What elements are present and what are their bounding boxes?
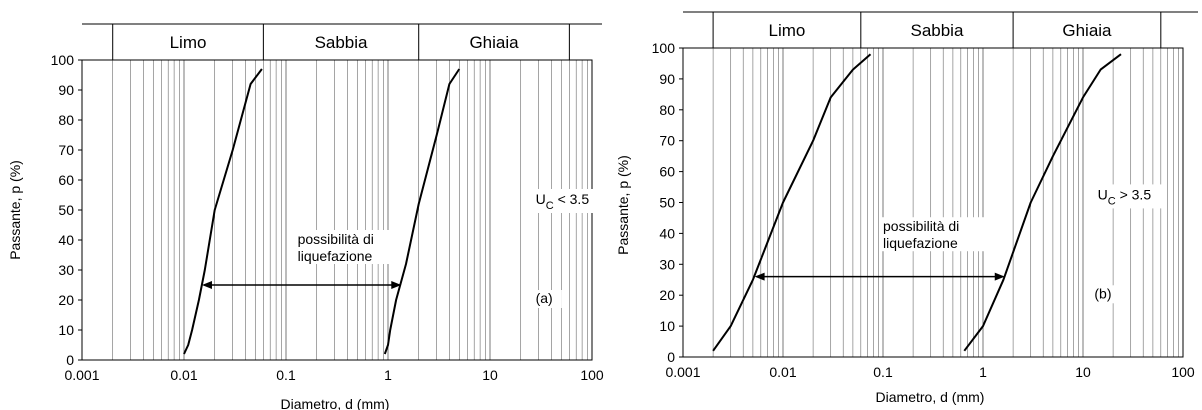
- soil-class-header: Limo Sabbia Ghiaia: [683, 11, 1198, 48]
- grading-curve-2: [963, 53, 1122, 352]
- x-tick-label: 0.1: [276, 367, 296, 383]
- y-axis-title: Passante, p (%): [7, 160, 23, 260]
- x-axis-title: Diametro, d (mm): [281, 396, 390, 410]
- y-tick-label: 0: [667, 349, 675, 365]
- y-axis-title: Passante, p (%): [615, 155, 631, 255]
- y-tick-label: 60: [659, 164, 675, 180]
- label-backing: [1092, 285, 1121, 304]
- y-tick-label: 30: [659, 256, 675, 272]
- panel-label: (b): [1092, 285, 1121, 304]
- y-tick-label: 70: [659, 133, 675, 149]
- label-backing: [1094, 184, 1165, 209]
- grading-curve-1: [712, 53, 872, 352]
- label-backing: [533, 290, 562, 308]
- x-tick-label: 0.001: [64, 367, 99, 383]
- uc-subscript: C: [1108, 195, 1116, 207]
- y-tick-label: 20: [659, 287, 675, 303]
- y-tick-label: 50: [659, 195, 675, 211]
- liquefaction-range-arrow: [201, 281, 402, 289]
- y-tick-label: 100: [51, 52, 75, 68]
- liquefaction-label-line: liquefazione: [883, 235, 958, 251]
- y-tick-label: 30: [58, 262, 74, 278]
- arrow-head-left: [201, 281, 212, 289]
- x-tick-label: 10: [482, 367, 498, 383]
- panel-label-text: (b): [1094, 285, 1111, 301]
- uc-subscript: C: [546, 200, 554, 212]
- uc-symbol: U: [1098, 186, 1108, 202]
- x-tick-label: 10: [1075, 364, 1091, 380]
- label-backing: [881, 217, 985, 252]
- band-label-ghiaia: Ghiaia: [469, 33, 519, 52]
- liquefaction-label-line: possibilità di: [298, 231, 374, 247]
- band-label-sabbia: Sabbia: [315, 33, 368, 52]
- y-tick-label: 90: [58, 82, 74, 98]
- uniformity-coefficient-label: UC < 3.5: [532, 189, 603, 213]
- uc-text: UC > 3.5: [1098, 186, 1152, 207]
- plot-frame: [81, 59, 593, 361]
- y-tick-label: 80: [659, 102, 675, 118]
- y-tick-label: 40: [659, 225, 675, 241]
- chart-b: Limo Sabbia Ghiaia 0 10 20 30 40 50 60 70 80 90 100 0.…: [615, 11, 1198, 405]
- soil-class-header: Limo Sabbia Ghiaia: [82, 23, 602, 60]
- band-label-limo: Limo: [769, 21, 806, 40]
- uc-condition: < 3.5: [554, 191, 590, 207]
- panel-label: (a): [533, 290, 562, 308]
- liquefaction-label-line: possibilità di: [883, 218, 959, 234]
- y-tick-label: 10: [58, 322, 74, 338]
- x-tick-label: 0.01: [769, 364, 796, 380]
- arrow-head-right: [391, 281, 402, 289]
- x-tick-label: 0.1: [873, 364, 893, 380]
- grid: [112, 60, 588, 360]
- x-tick-label: 0.01: [170, 367, 197, 383]
- x-tick-label: 100: [580, 367, 604, 383]
- y-tick-label: 40: [58, 232, 74, 248]
- y-tick-label: 90: [659, 71, 675, 87]
- x-tick-label: 0.001: [665, 364, 700, 380]
- band-label-ghiaia: Ghiaia: [1062, 21, 1112, 40]
- arrow-head-left: [754, 272, 765, 281]
- label-backing: [532, 189, 603, 213]
- band-label-limo: Limo: [170, 33, 207, 52]
- arrow-head-right: [994, 272, 1005, 281]
- y-tick-label: 80: [58, 112, 74, 128]
- uc-symbol: U: [536, 191, 546, 207]
- panel-label-text: (a): [536, 290, 553, 306]
- liquefaction-range-arrow: [754, 272, 1005, 281]
- label-backing: [295, 230, 400, 264]
- x-tick-label: 100: [1171, 364, 1195, 380]
- y-tick-label: 100: [652, 40, 676, 56]
- band-label-sabbia: Sabbia: [910, 21, 963, 40]
- y-tick-label: 60: [58, 172, 74, 188]
- uc-text: UC < 3.5: [536, 191, 590, 212]
- uc-condition: > 3.5: [1116, 186, 1152, 202]
- y-tick-label: 70: [58, 142, 74, 158]
- x-tick-label: 1: [979, 364, 987, 380]
- uniformity-coefficient-label: UC > 3.5: [1094, 184, 1165, 209]
- y-tick-label: 0: [66, 352, 74, 368]
- x-tick-label: 1: [384, 367, 392, 383]
- y-tick-label: 10: [659, 318, 675, 334]
- chart-a: Limo Sabbia Ghiaia 0 10 20 30 40 50 60 70 80 90 100 0.…: [7, 23, 604, 410]
- y-tick-label: 50: [58, 202, 74, 218]
- y-tick-label: 20: [58, 292, 74, 308]
- grading-curve-2: [383, 68, 461, 355]
- x-axis-title: Diametro, d (mm): [876, 389, 985, 405]
- liquefaction-label-line: liquefazione: [298, 248, 373, 264]
- grading-curve-1: [183, 68, 263, 355]
